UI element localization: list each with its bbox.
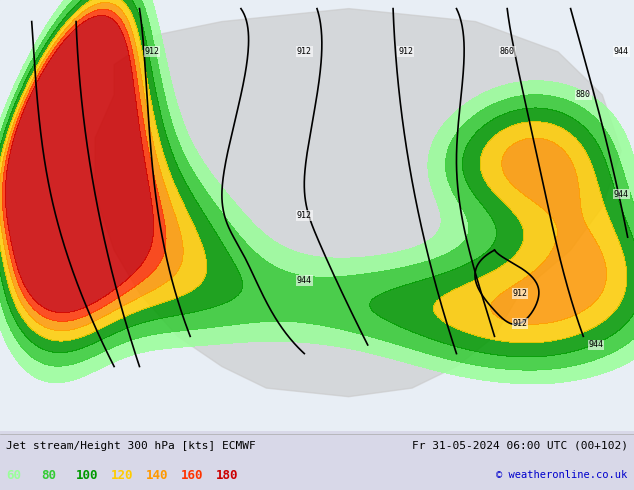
- Text: 912: 912: [512, 319, 527, 328]
- Text: 160: 160: [181, 469, 203, 482]
- Text: 180: 180: [216, 469, 238, 482]
- Text: 80: 80: [41, 469, 56, 482]
- Text: 912: 912: [512, 289, 527, 298]
- Text: 912: 912: [297, 47, 312, 56]
- Text: 944: 944: [614, 47, 629, 56]
- Text: © weatheronline.co.uk: © weatheronline.co.uk: [496, 470, 628, 480]
- Text: 880: 880: [576, 90, 591, 99]
- Text: 944: 944: [297, 276, 312, 285]
- Text: 140: 140: [146, 469, 168, 482]
- Text: Jet stream/Height 300 hPa [kts] ECMWF: Jet stream/Height 300 hPa [kts] ECMWF: [6, 441, 256, 451]
- Text: 944: 944: [588, 341, 604, 349]
- Text: 944: 944: [614, 190, 629, 198]
- Text: 912: 912: [145, 47, 160, 56]
- Text: 912: 912: [297, 211, 312, 220]
- Text: Fr 31-05-2024 06:00 UTC (00+102): Fr 31-05-2024 06:00 UTC (00+102): [411, 441, 628, 451]
- Text: 912: 912: [398, 47, 413, 56]
- Polygon shape: [95, 9, 621, 397]
- Text: 120: 120: [111, 469, 133, 482]
- Text: 60: 60: [6, 469, 22, 482]
- Text: 100: 100: [76, 469, 98, 482]
- Text: 860: 860: [500, 47, 515, 56]
